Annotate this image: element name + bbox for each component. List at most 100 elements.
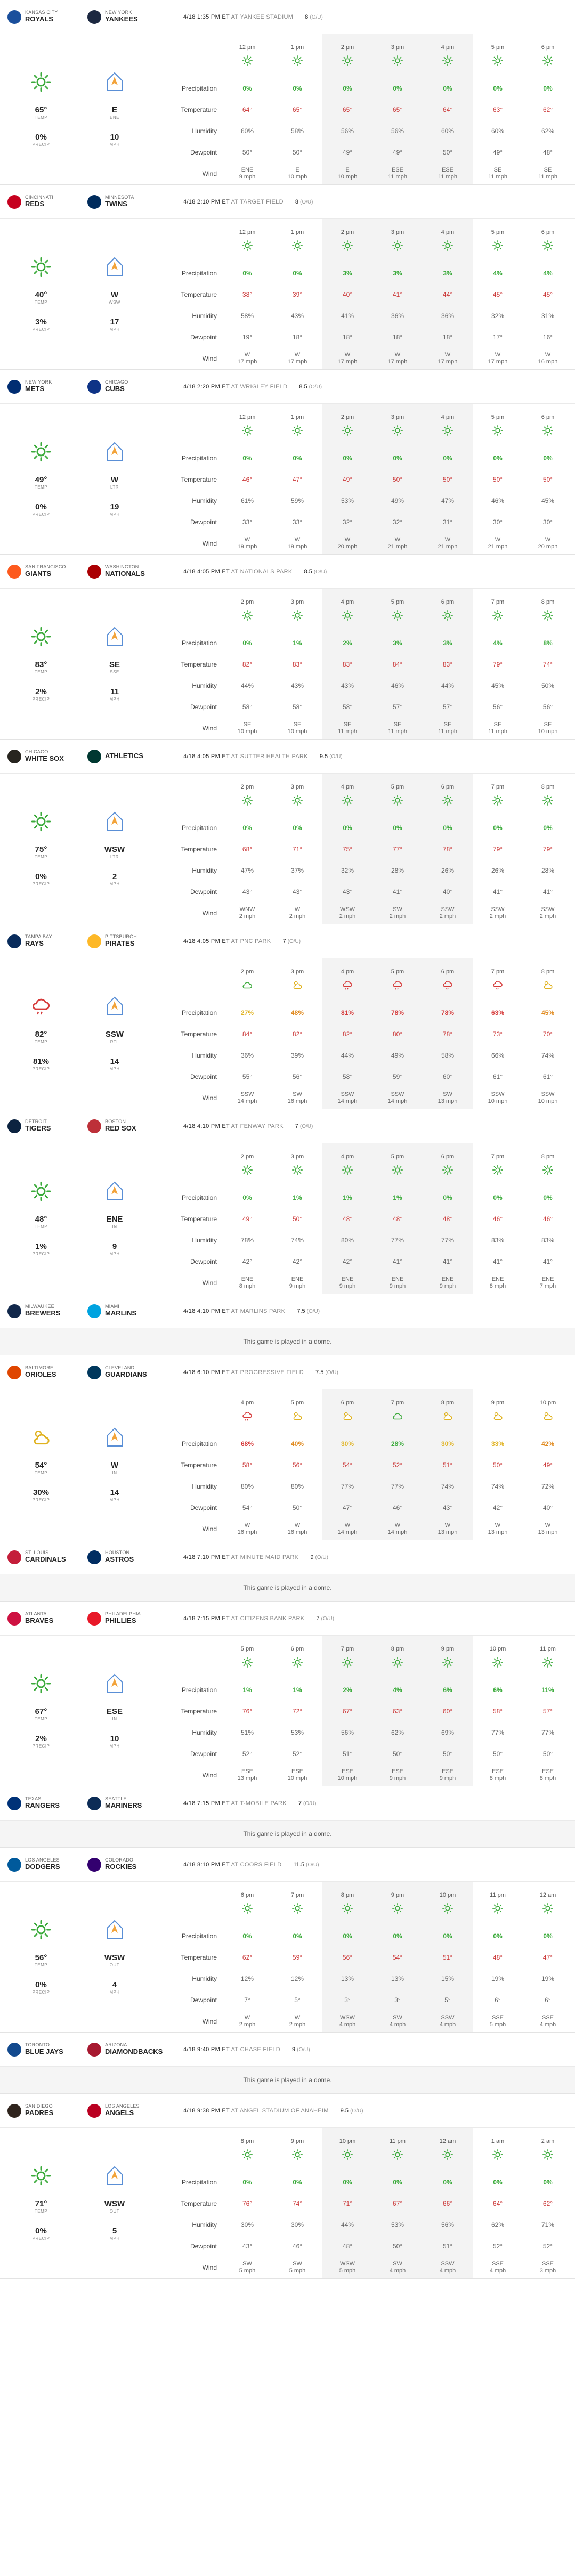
team-away[interactable]: Los Angeles Dodgers — [7, 1857, 87, 1872]
team-home[interactable]: Chicago Cubs — [87, 379, 167, 394]
sun-icon — [342, 425, 353, 438]
ou-value: 7.5 — [315, 1369, 324, 1376]
hour-temp: 75° — [342, 846, 353, 853]
hour-wind-speed: 8 mph — [239, 1283, 256, 1289]
hour-wind-dir: W — [394, 352, 401, 359]
team-home[interactable]: Philadelphia Phillies — [87, 1611, 167, 1626]
summary-precip: 0% — [35, 1980, 47, 1989]
hour-column: 1 pm 0% 47° 59% 33° W 19 mph — [272, 404, 322, 554]
hour-wind: WSW 5 mph — [322, 2257, 372, 2278]
hour-humidity: 77% — [391, 1237, 404, 1244]
team-name-block: Athletics — [105, 752, 143, 760]
hour-dewpoint: 56° — [542, 703, 553, 711]
team-away[interactable]: St. Louis Cardinals — [7, 1550, 87, 1564]
hour-humidity: 30% — [240, 2221, 254, 2229]
team-logo-icon — [7, 1796, 21, 1810]
hour-column: 6 pm 0% 62° 62% 48° SE 11 mph — [523, 34, 573, 184]
hour-precip: 6% — [443, 1686, 452, 1694]
hour-wind: SW 16 mph — [272, 1087, 322, 1109]
hour-wind-speed: 19 mph — [287, 543, 307, 550]
team-away[interactable]: Kansas City Royals — [7, 10, 87, 24]
team-city: Washington — [105, 564, 139, 570]
game-header: Atlanta Braves Philadelphia Phillies 4/1… — [0, 1602, 575, 1636]
hour-wind: SW 4 mph — [372, 2257, 423, 2278]
sun-icon — [542, 1164, 554, 1177]
dewpoint-row-label: Dewpoint — [190, 1073, 217, 1080]
mph-label: MPH — [109, 142, 120, 147]
hour-column: 7 pm 0% 79° 26% 41° SSW 2 mph — [473, 774, 523, 924]
sun-icon — [442, 425, 453, 438]
team-away[interactable]: Texas Rangers — [7, 1796, 87, 1810]
team-away[interactable]: San Diego Padres — [7, 2103, 87, 2118]
game-datetime: 4/18 4:05 PM ET — [183, 568, 230, 575]
team-home[interactable]: Cleveland Guardians — [87, 1365, 167, 1379]
team-away[interactable]: San Francisco Giants — [7, 564, 87, 579]
wind-row-label: Wind — [202, 909, 217, 917]
temp-row-label: Temperature — [181, 1030, 217, 1038]
sun-icon — [30, 626, 52, 647]
wind-dir-label: IN — [112, 1224, 117, 1229]
team-away[interactable]: Baltimore Orioles — [7, 1365, 87, 1379]
game-card: San Francisco Giants Washington National… — [0, 555, 575, 740]
team-home[interactable]: Miami Marlins — [87, 1304, 167, 1318]
hour-wind-speed: 3 mph — [539, 2268, 556, 2274]
team-away[interactable]: New York Mets — [7, 379, 87, 394]
team-away[interactable]: Toronto Blue Jays — [7, 2042, 87, 2057]
team-home[interactable]: Los Angeles Angels — [87, 2103, 167, 2118]
team-home[interactable]: Seattle Mariners — [87, 1796, 167, 1810]
hour-time: 9 pm — [290, 2138, 304, 2144]
ou-value: 7 — [298, 1800, 302, 1807]
hour-column: 6 pm 4% 45° 31% 16° W 16 mph — [523, 219, 573, 369]
summary-wind-speed: 11 — [110, 687, 119, 696]
team-home[interactable]: Pittsburgh Pirates — [87, 934, 167, 948]
team-away[interactable]: Milwaukee Brewers — [7, 1304, 87, 1318]
summary-wind-dir: E — [111, 105, 117, 115]
hour-precip: 0% — [343, 85, 352, 92]
hour-dewpoint: 50° — [392, 2242, 403, 2250]
row-labels: Precipitation Temperature Humidity Dewpo… — [156, 404, 222, 554]
hour-precip: 0% — [293, 270, 302, 277]
hour-wind: SSW 10 mph — [473, 1087, 523, 1109]
hour-time: 3 pm — [290, 598, 304, 605]
hour-wind-speed: 13 mph — [488, 1529, 508, 1535]
hour-wind: SW 5 mph — [272, 2257, 322, 2278]
team-home[interactable]: Athletics — [87, 749, 167, 763]
hour-precip: 0% — [543, 454, 553, 462]
hour-time: 11 pm — [540, 1645, 556, 1652]
hour-column: 2 pm 0% 65° 56% 49° E 10 mph — [322, 34, 372, 184]
game-header: Cincinnati Reds Minnesota Twins 4/18 2:1… — [0, 185, 575, 219]
hour-humidity: 74% — [541, 1052, 555, 1059]
dewpoint-row-label: Dewpoint — [190, 1504, 217, 1512]
team-home[interactable]: Houston Astros — [87, 1550, 167, 1564]
team-away[interactable]: Cincinnati Reds — [7, 194, 87, 209]
mph-label: MPH — [109, 697, 120, 702]
hour-wind: W 16 mph — [523, 348, 573, 369]
team-away[interactable]: Detroit Tigers — [7, 1119, 87, 1133]
hour-wind-dir: SSW — [541, 1091, 555, 1098]
hour-column: 4 pm 1% 48° 80% 42° ENE 9 mph — [322, 1143, 372, 1294]
hour-wind: SSW 14 mph — [322, 1087, 372, 1109]
sun-icon — [542, 610, 554, 623]
summary-wind-speed: 10 — [110, 1734, 119, 1743]
hour-time: 9 pm — [391, 1891, 404, 1898]
team-name: Yankees — [105, 15, 138, 23]
hour-temp: 45° — [492, 291, 503, 298]
hour-precip: 30% — [341, 1440, 354, 1448]
hour-precip: 0% — [242, 639, 252, 647]
hour-column: 7 pm 0% 46° 83% 41° ENE 8 mph — [473, 1143, 523, 1294]
team-home[interactable]: Arizona Diamondbacks — [87, 2042, 167, 2057]
weather-summary: 48° TEMP ENE IN 1% PRECIP 9 MPH — [0, 1143, 156, 1294]
team-away[interactable]: Chicago White Sox — [7, 749, 87, 763]
team-home[interactable]: Minnesota Twins — [87, 194, 167, 209]
team-away[interactable]: Atlanta Braves — [7, 1611, 87, 1626]
team-home[interactable]: Boston Red Sox — [87, 1119, 167, 1133]
team-away[interactable]: Tampa Bay Rays — [7, 934, 87, 948]
team-home[interactable]: Washington Nationals — [87, 564, 167, 579]
hour-precip: 0% — [242, 85, 252, 92]
summary-wind-speed: 5 — [112, 2226, 117, 2236]
team-home[interactable]: New York Yankees — [87, 10, 167, 24]
team-home[interactable]: Colorado Rockies — [87, 1857, 167, 1872]
summary-wind-dir: W — [110, 1461, 119, 1470]
hour-column: 3 pm 0% 65° 56% 49° ESE 11 mph — [372, 34, 423, 184]
hour-time: 9 pm — [441, 1645, 455, 1652]
